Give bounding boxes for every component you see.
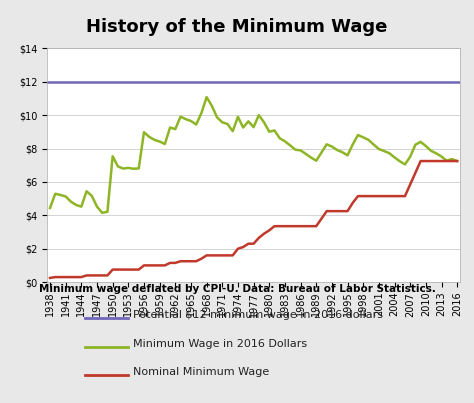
Nominal Minimum Wage — [454, 159, 460, 164]
Nominal Minimum Wage — [47, 276, 53, 280]
Line: Nominal Minimum Wage: Nominal Minimum Wage — [50, 161, 457, 278]
Line: Minimum Wage in 2016 Dollars: Minimum Wage in 2016 Dollars — [50, 97, 457, 213]
Minimum Wage in 2016 Dollars — [292, 147, 298, 152]
Nominal Minimum Wage — [214, 253, 220, 258]
Text: Minimum wage deflated by CPI-U. Data: Bureau of Labor Statistics.: Minimum wage deflated by CPI-U. Data: Bu… — [38, 284, 436, 294]
Nominal Minimum Wage — [345, 209, 350, 214]
Minimum Wage in 2016 Dollars — [162, 141, 168, 146]
Minimum Wage in 2016 Dollars — [355, 133, 361, 137]
Nominal Minimum Wage — [209, 253, 215, 258]
Nominal Minimum Wage — [282, 224, 288, 229]
Minimum Wage in 2016 Dollars — [47, 206, 53, 210]
Text: Minimum Wage in 2016 Dollars: Minimum Wage in 2016 Dollars — [133, 339, 307, 349]
Nominal Minimum Wage — [146, 263, 152, 268]
Minimum Wage in 2016 Dollars — [152, 137, 157, 142]
Minimum Wage in 2016 Dollars — [100, 210, 105, 215]
Minimum Wage in 2016 Dollars — [219, 120, 225, 125]
Minimum Wage in 2016 Dollars — [454, 159, 460, 164]
Minimum Wage in 2016 Dollars — [225, 122, 230, 127]
Text: Potential $12 minimum wage in 2016 dollars: Potential $12 minimum wage in 2016 dolla… — [133, 310, 383, 320]
Minimum Wage in 2016 Dollars — [204, 95, 210, 100]
Nominal Minimum Wage — [418, 159, 423, 164]
Text: Nominal Minimum Wage: Nominal Minimum Wage — [133, 367, 269, 377]
Text: History of the Minimum Wage: History of the Minimum Wage — [86, 18, 388, 36]
Nominal Minimum Wage — [157, 263, 163, 268]
